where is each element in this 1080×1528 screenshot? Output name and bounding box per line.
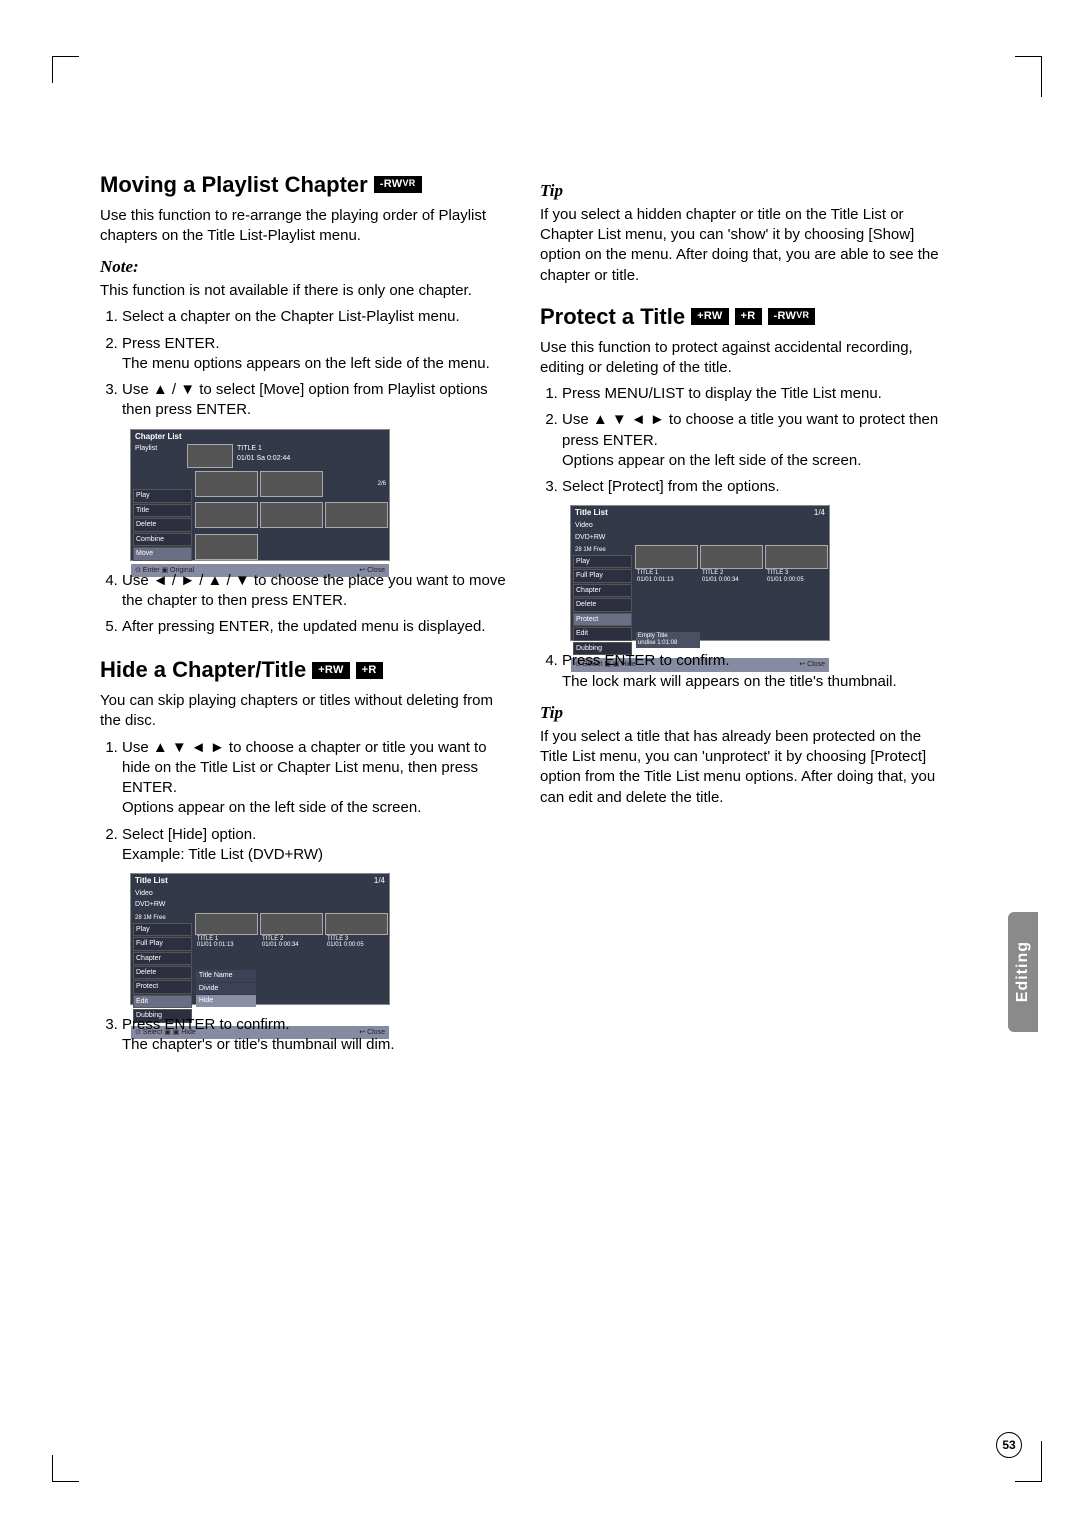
manual-page: Moving a Playlist Chapter -RWVR Use this…: [0, 0, 1080, 1528]
steps-list-protect: Press MENU/LIST to display the Title Lis…: [540, 384, 950, 497]
steps-list-protect-cont: Press ENTER to confirm. The lock mark wi…: [540, 651, 950, 692]
tip-text: If you select a hidden chapter or title …: [540, 205, 950, 286]
note-text: This function is not available if there …: [100, 281, 510, 301]
step-item: Use ▲ ▼ ◄ ► to choose a title you want t…: [562, 410, 950, 471]
step-item: Use ▲ ▼ ◄ ► to choose a chapter or title…: [122, 738, 510, 819]
step-item: Press ENTER to confirm. The chapter's or…: [122, 1015, 510, 1056]
screenshot-chapter-list-playlist: Chapter List Playlist TITLE 101/01 Sa 0:…: [130, 429, 390, 561]
two-column-layout: Moving a Playlist Chapter -RWVR Use this…: [100, 170, 1010, 1062]
section-intro: Use this function to re-arrange the play…: [100, 206, 510, 247]
screenshot-title-list-hide: Title List1/4 Video DVD+RW 28 1M Free Pl…: [130, 873, 390, 1005]
section-intro: Use this function to protect against acc…: [540, 338, 950, 379]
section-heading-moving-playlist: Moving a Playlist Chapter -RWVR: [100, 170, 510, 200]
step-item: Press ENTER to confirm. The lock mark wi…: [562, 651, 950, 692]
steps-list-moving-cont: Use ◄ / ► / ▲ / ▼ to choose the place yo…: [100, 571, 510, 638]
step-item: Use ▲ / ▼ to select [Move] option from P…: [122, 380, 510, 421]
screenshot-title-list-protect: Title List1/4 Video DVD+RW 28 1M Free Pl…: [570, 505, 830, 641]
steps-list-hide-cont: Press ENTER to confirm. The chapter's or…: [100, 1015, 510, 1056]
step-item: Use ◄ / ► / ▲ / ▼ to choose the place yo…: [122, 571, 510, 612]
step-item: Press ENTER. The menu options appears on…: [122, 334, 510, 375]
side-tab-editing: Editing: [1008, 912, 1038, 1032]
section-heading-hide: Hide a Chapter/Title +RW +R: [100, 655, 510, 685]
tip-label: Tip: [540, 702, 950, 725]
badge-plus-r: +R: [356, 662, 383, 679]
heading-text: Hide a Chapter/Title: [100, 655, 306, 685]
step-item: Select [Hide] option. Example: Title Lis…: [122, 825, 510, 866]
side-tab-label: Editing: [1014, 941, 1032, 1002]
section-heading-protect: Protect a Title +RW +R -RWVR: [540, 302, 950, 332]
crop-mark: [52, 1455, 79, 1482]
left-column: Moving a Playlist Chapter -RWVR Use this…: [100, 170, 510, 1062]
steps-list-moving: Select a chapter on the Chapter List-Pla…: [100, 307, 510, 420]
heading-text: Protect a Title: [540, 302, 685, 332]
step-item: Press MENU/LIST to display the Title Lis…: [562, 384, 950, 404]
step-item: Select [Protect] from the options.: [562, 477, 950, 497]
crop-mark: [52, 56, 79, 83]
heading-text: Moving a Playlist Chapter: [100, 170, 368, 200]
step-item: Select a chapter on the Chapter List-Pla…: [122, 307, 510, 327]
tip-label: Tip: [540, 180, 950, 203]
badge-rwvr: -RWVR: [374, 176, 422, 193]
badge-plus-rw: +RW: [691, 308, 728, 325]
step-item: After pressing ENTER, the updated menu i…: [122, 617, 510, 637]
badge-plus-r: +R: [735, 308, 762, 325]
crop-mark: [1015, 56, 1042, 97]
note-label: Note:: [100, 256, 510, 279]
right-column: Tip If you select a hidden chapter or ti…: [540, 170, 950, 1062]
badge-rwvr: -RWVR: [768, 308, 816, 325]
steps-list-hide: Use ▲ ▼ ◄ ► to choose a chapter or title…: [100, 738, 510, 866]
page-number: 53: [996, 1432, 1022, 1458]
badge-plus-rw: +RW: [312, 662, 349, 679]
tip-text: If you select a title that has already b…: [540, 727, 950, 808]
section-intro: You can skip playing chapters or titles …: [100, 691, 510, 732]
